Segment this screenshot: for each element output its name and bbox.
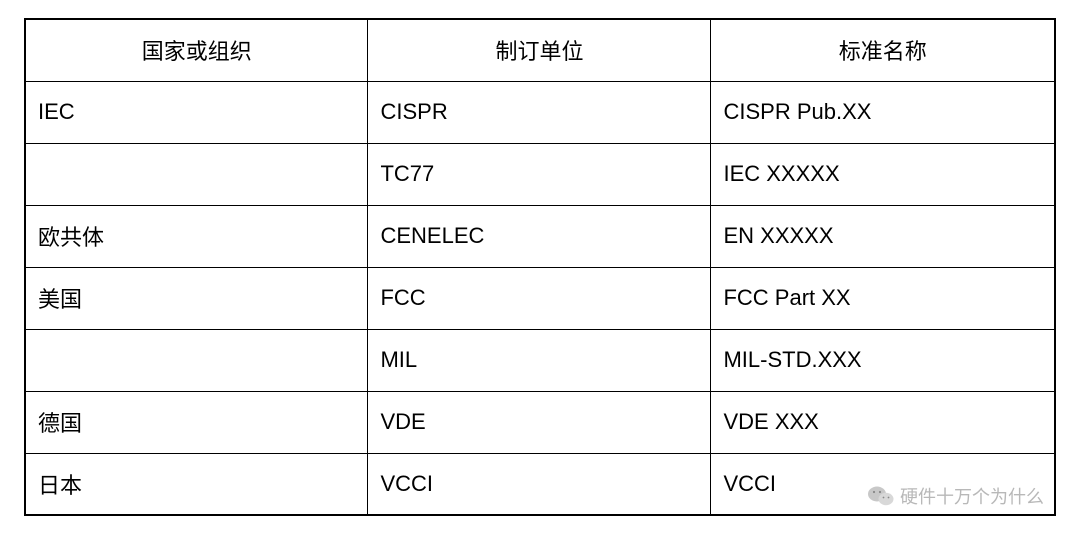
cell-country: 日本 — [25, 453, 368, 515]
table-row: IEC CISPR CISPR Pub.XX — [25, 81, 1055, 143]
table-header-row: 国家或组织 制订单位 标准名称 — [25, 19, 1055, 81]
column-header-country: 国家或组织 — [25, 19, 368, 81]
cell-country — [25, 329, 368, 391]
cell-organization: VCCI — [368, 453, 711, 515]
cell-country: 德国 — [25, 391, 368, 453]
cell-standard: FCC Part XX — [711, 267, 1055, 329]
cell-country — [25, 143, 368, 205]
standards-table: 国家或组织 制订单位 标准名称 IEC CISPR CISPR Pub.XX T… — [24, 18, 1056, 516]
column-header-organization: 制订单位 — [368, 19, 711, 81]
cell-country: 美国 — [25, 267, 368, 329]
cell-standard: VDE XXX — [711, 391, 1055, 453]
column-header-standard: 标准名称 — [711, 19, 1055, 81]
cell-standard: MIL-STD.XXX — [711, 329, 1055, 391]
table-row: 美国 FCC FCC Part XX — [25, 267, 1055, 329]
table-row: 德国 VDE VDE XXX — [25, 391, 1055, 453]
cell-standard: CISPR Pub.XX — [711, 81, 1055, 143]
cell-organization: CENELEC — [368, 205, 711, 267]
cell-organization: MIL — [368, 329, 711, 391]
table-row: TC77 IEC XXXXX — [25, 143, 1055, 205]
watermark: 硬件十万个为什么 — [868, 483, 1044, 509]
cell-organization: TC77 — [368, 143, 711, 205]
cell-country: 欧共体 — [25, 205, 368, 267]
table-row: 欧共体 CENELEC EN XXXXX — [25, 205, 1055, 267]
table-row: MIL MIL-STD.XXX — [25, 329, 1055, 391]
cell-country: IEC — [25, 81, 368, 143]
watermark-text: 硬件十万个为什么 — [900, 483, 1044, 509]
wechat-icon — [868, 485, 894, 507]
cell-organization: VDE — [368, 391, 711, 453]
cell-organization: FCC — [368, 267, 711, 329]
cell-organization: CISPR — [368, 81, 711, 143]
cell-standard: IEC XXXXX — [711, 143, 1055, 205]
cell-standard: EN XXXXX — [711, 205, 1055, 267]
